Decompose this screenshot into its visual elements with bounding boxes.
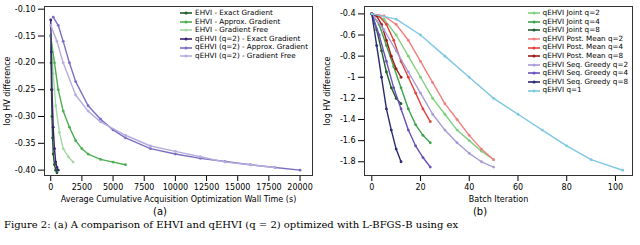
html-text:qEHVI Post. Mean q=2: qEHVI Post. Mean q=2 [542,33,623,43]
svg-text:-1: -1 [348,73,356,82]
svg-text:-0.10: -0.10 [15,5,36,14]
svg-text:100: 100 [608,183,623,192]
svg-text:10000: 10000 [163,183,188,192]
html-text:qEHVI Seq. Greedy q=2: qEHVI Seq. Greedy q=2 [542,59,628,69]
svg-text:12500: 12500 [194,183,219,192]
svg-text:Average Cumulative Acquisition: Average Cumulative Acquisition Optimizat… [61,195,297,204]
html-text:qEHVI Post. Mean q=4: qEHVI Post. Mean q=4 [542,42,623,52]
svg-text:Batch Iteration: Batch Iteration [469,195,528,204]
html-text:qEHVI Joint q=2: qEHVI Joint q=2 [542,8,600,17]
svg-text:-1.4: -1.4 [340,115,356,124]
svg-text:17500: 17500 [256,183,281,192]
html-text:qEHVI Seq. Greedy q=4: qEHVI Seq. Greedy q=4 [542,68,628,78]
svg-text:-0.35: -0.35 [15,139,36,148]
svg-text:-0.40: -0.40 [15,166,36,175]
svg-text:20000: 20000 [287,183,312,192]
svg-text:15000: 15000 [225,183,250,192]
svg-text:2500: 2500 [72,183,92,192]
html-text:(b): (b) [472,206,488,217]
html-text:qEHVI (q=2) - Exact Gradient: qEHVI (q=2) - Exact Gradient [195,33,301,43]
svg-text:log HV difference: log HV difference [3,56,12,125]
svg-text:-0.8: -0.8 [340,52,356,61]
html-text:(a): (a) [153,206,167,217]
svg-text:40: 40 [464,183,474,192]
html-text:EHVI - Approx. Gradient: EHVI - Approx. Gradient [195,16,281,26]
html-text:EHVI - Gradient Free: EHVI - Gradient Free [195,25,269,35]
svg-text:-1.6: -1.6 [340,136,356,145]
html-text:qEHVI Joint q=8: qEHVI Joint q=8 [542,25,600,35]
html-text:qEHVI (q=2) - Gradient Free: qEHVI (q=2) - Gradient Free [195,51,296,60]
svg-text:log HV difference: log HV difference [323,56,332,125]
svg-text:7500: 7500 [134,183,154,192]
svg-text:-0.15: -0.15 [15,32,36,41]
svg-text:0: 0 [48,183,53,192]
svg-text:-0.25: -0.25 [15,85,36,94]
svg-text:60: 60 [513,183,523,192]
svg-text:5000: 5000 [103,183,123,192]
html-text:Figure 2: (a) A comparison of: Figure 2: (a) A comparison of EHVI and q… [4,219,459,230]
html-text:EHVI - Exact Gradient: EHVI - Exact Gradient [195,8,273,17]
html-text:qEHVI q=1: qEHVI q=1 [542,85,582,95]
html-text:qEHVI (q=2) - Approx. Gradient: qEHVI (q=2) - Approx. Gradient [195,42,308,52]
svg-text:-1.2: -1.2 [340,94,356,103]
svg-text:-0.30: -0.30 [15,112,36,121]
svg-text:20: 20 [415,183,425,192]
html-text:qEHVI Seq. Greedy q=8: qEHVI Seq. Greedy q=8 [542,76,628,86]
svg-text:-0.4: -0.4 [340,9,356,18]
svg-text:-0.20: -0.20 [15,58,36,67]
html-text:qEHVI Post. Mean q=8: qEHVI Post. Mean q=8 [542,51,623,60]
svg-text:-1.8: -1.8 [340,157,356,166]
html-text:qEHVI Joint q=4: qEHVI Joint q=4 [542,16,600,26]
svg-text:0: 0 [369,183,374,192]
svg-text:-0.6: -0.6 [340,31,356,40]
svg-text:80: 80 [562,183,572,192]
